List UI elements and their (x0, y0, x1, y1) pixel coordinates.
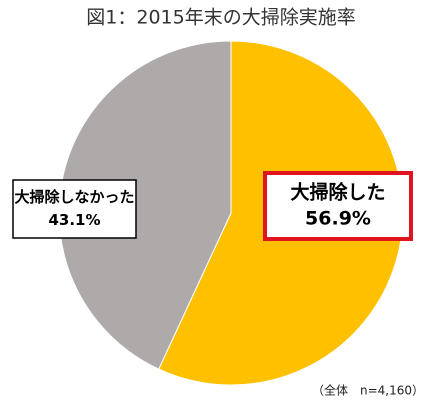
label-box (263, 171, 413, 241)
chart-title: 図1：2015年末の大掃除実施率 (86, 7, 355, 29)
pie-slice (58, 40, 232, 370)
value-label: 56.9% (305, 208, 371, 230)
value-label: 43.1% (48, 211, 100, 229)
category-label: 大掃除した (290, 180, 385, 203)
category-label: 大掃除しなかった (14, 188, 134, 206)
label-box (12, 179, 137, 239)
note: （全体 n=4,160） (312, 383, 424, 398)
